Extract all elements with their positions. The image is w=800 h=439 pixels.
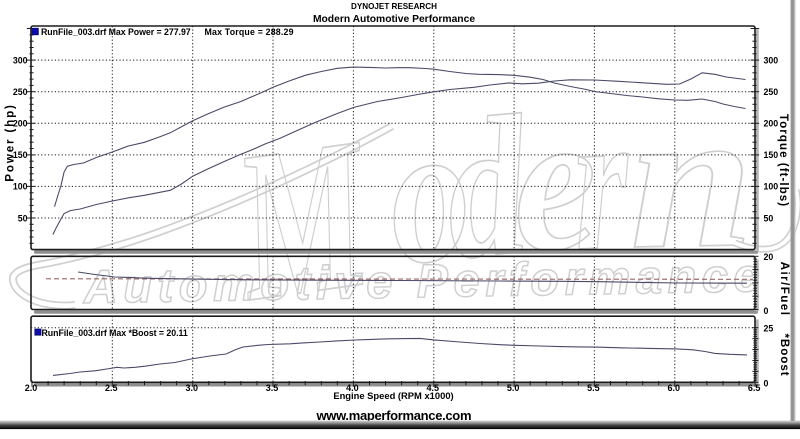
svg-text:www.maperformance.com: www.maperformance.com [316,408,472,423]
svg-text:300: 300 [764,55,779,65]
svg-text:4.5: 4.5 [427,383,440,393]
svg-text:100: 100 [764,182,779,192]
svg-text:Max Torque = 288.29: Max Torque = 288.29 [205,27,294,37]
svg-text:RunFile_003.drf Max Power = 27: RunFile_003.drf Max Power = 277.97 [41,27,191,37]
svg-text:6.5: 6.5 [748,383,761,393]
svg-text:6.0: 6.0 [668,383,681,393]
svg-text:250: 250 [13,87,28,97]
svg-text:50: 50 [18,213,28,223]
svg-text:200: 200 [764,119,779,129]
svg-text:2.0: 2.0 [25,383,38,393]
svg-text:50: 50 [764,213,774,223]
svg-text:4.0: 4.0 [346,383,359,393]
svg-text:Power (hp): Power (hp) [4,103,17,181]
svg-text:RunFile_003.drf Max *Boost = 2: RunFile_003.drf Max *Boost = 20.11 [42,328,188,338]
svg-text:3.0: 3.0 [185,383,198,393]
svg-text:25: 25 [764,324,774,334]
svg-text:200: 200 [13,119,28,129]
svg-text:250: 250 [764,87,779,97]
svg-text:DYNOJET RESEARCH: DYNOJET RESEARCH [351,2,437,11]
svg-text:Engine Speed (RPM x1000): Engine Speed (RPM x1000) [333,390,453,401]
svg-text:Torque (ft-lbs): Torque (ft-lbs) [777,114,790,207]
svg-text:100: 100 [13,182,28,192]
svg-text:150: 150 [13,150,28,160]
svg-text:0: 0 [764,378,769,388]
svg-text:3.5: 3.5 [266,383,279,393]
svg-text:Air/Fuel: Air/Fuel [778,262,791,317]
svg-text:2.5: 2.5 [105,383,118,393]
svg-text:150: 150 [764,150,779,160]
svg-text:Modern Automotive Performance: Modern Automotive Performance [313,14,475,25]
svg-text:5.0: 5.0 [507,383,520,393]
svg-text:20: 20 [764,252,774,262]
svg-text:e: e [507,69,603,295]
svg-text:300: 300 [13,55,28,65]
svg-text:0: 0 [764,306,769,316]
svg-text:5.5: 5.5 [587,383,600,393]
svg-text:*Boost: *Boost [778,333,791,376]
